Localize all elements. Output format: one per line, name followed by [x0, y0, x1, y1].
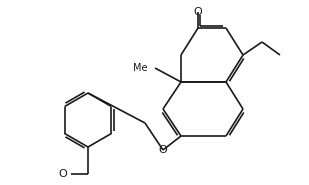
Text: O: O	[159, 145, 167, 155]
Text: O: O	[194, 7, 202, 17]
Text: O: O	[58, 169, 67, 179]
Text: Me: Me	[133, 63, 148, 73]
